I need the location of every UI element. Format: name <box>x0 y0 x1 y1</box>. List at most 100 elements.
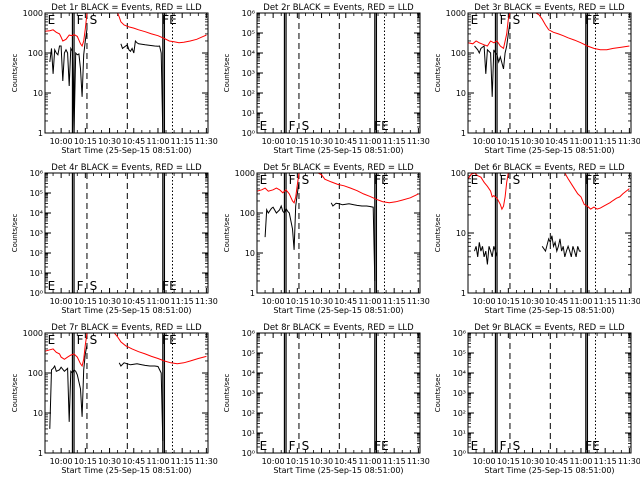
x-tick-label: 11:15 <box>171 137 194 146</box>
y-tick-label: 1 <box>250 289 255 298</box>
marker-label: E <box>260 173 268 187</box>
x-axis-label: Start Time (25-Sep-15 08:51:00) <box>273 146 403 155</box>
panel-title: Det 1r BLACK = Events, RED = LLD <box>51 3 202 13</box>
y-axis-label: Counts/sec <box>434 374 442 413</box>
y-tick-label: 10⁵ <box>242 349 255 358</box>
detector-panel: Det 7r BLACK = Events, RED = LLD 1 10 100 10… <box>11 323 218 475</box>
y-axis-label: Counts/sec <box>11 374 19 413</box>
panel-title: Det 4r BLACK = Events, RED = LLD <box>51 163 202 173</box>
y-axis-label: Counts/sec <box>223 214 231 253</box>
panel-title: Det 6r BLACK = Events, RED = LLD <box>474 163 625 173</box>
detector-panel: Det 5r BLACK = Events, RED = LLD 1 10 100 10… <box>223 163 430 315</box>
y-tick-label: 10⁶ <box>242 9 255 18</box>
marker-label: FE <box>585 13 599 27</box>
x-tick-label: 11:00 <box>569 137 592 146</box>
marker-label: FE <box>162 333 176 347</box>
marker-label: E <box>471 439 479 453</box>
y-tick-label: 10 <box>456 229 466 238</box>
panel-title: Det 5r BLACK = Events, RED = LLD <box>263 163 414 173</box>
panel-title: Det 7r BLACK = Events, RED = LLD <box>51 323 202 333</box>
y-tick-label: 10 <box>33 409 43 418</box>
x-tick-label: 10:45 <box>545 297 568 306</box>
detector-panel: Det 3r BLACK = Events, RED = LLD 1 10 100 10… <box>434 3 640 155</box>
x-tick-label: 11:15 <box>171 297 194 306</box>
plot-frame <box>44 332 209 454</box>
marker-label: E <box>48 279 56 293</box>
x-axis-label: Start Time (25-Sep-15 08:51:00) <box>273 466 403 475</box>
x-tick-label: 11:00 <box>569 297 592 306</box>
y-tick-label: 10⁶ <box>30 169 43 178</box>
x-tick-label: 10:00 <box>262 137 285 146</box>
x-tick-label: 11:30 <box>407 137 430 146</box>
x-tick-label: 10:45 <box>334 137 357 146</box>
x-tick-label: 10:00 <box>50 457 73 466</box>
x-tick-label: 11:30 <box>407 457 430 466</box>
y-tick-label: 100 <box>451 169 466 178</box>
x-axis-label: Start Time (25-Sep-15 08:51:00) <box>273 306 403 315</box>
plot-frame <box>467 172 632 294</box>
x-tick-label: 10:15 <box>286 297 309 306</box>
plot-frame <box>467 12 632 134</box>
y-tick-label: 10⁵ <box>453 349 466 358</box>
x-tick-label: 10:30 <box>310 457 333 466</box>
panel-title: Det 3r BLACK = Events, RED = LLD <box>474 3 625 13</box>
marker-label: FE <box>374 119 388 133</box>
y-tick-label: 10⁰ <box>242 449 255 458</box>
lld-series-line <box>256 172 419 204</box>
lld-series-line <box>44 12 207 48</box>
marker-label: FE <box>585 439 599 453</box>
x-tick-label: 11:00 <box>146 137 169 146</box>
marker-label: S <box>90 13 98 27</box>
events-series-line <box>49 344 164 442</box>
x-tick-label: 10:30 <box>521 137 544 146</box>
y-tick-label: 10⁰ <box>242 129 255 138</box>
marker-label: F <box>77 279 84 293</box>
y-tick-label: 1 <box>38 449 43 458</box>
y-tick-label: 100 <box>240 209 255 218</box>
y-axis-label: Counts/sec <box>434 54 442 93</box>
marker-label: E <box>48 13 56 27</box>
marker-label: F <box>289 439 296 453</box>
plot-frame <box>256 12 421 134</box>
y-tick-label: 1000 <box>235 169 255 178</box>
x-tick-label: 10:30 <box>98 137 121 146</box>
x-tick-label: 11:15 <box>383 137 406 146</box>
x-tick-label: 11:15 <box>383 457 406 466</box>
x-tick-label: 11:15 <box>594 137 617 146</box>
x-tick-label: 10:45 <box>334 457 357 466</box>
y-axis-label: Counts/sec <box>11 214 19 253</box>
x-tick-label: 10:45 <box>122 137 145 146</box>
detector-panel: Det 4r BLACK = Events, RED = LLD 10⁰ 10¹ 10… <box>11 163 218 315</box>
panel-title: Det 9r BLACK = Events, RED = LLD <box>474 323 625 333</box>
marker-label: FE <box>374 439 388 453</box>
marker-label: S <box>90 279 98 293</box>
plot-frame <box>44 172 209 294</box>
marker-label: S <box>302 119 310 133</box>
y-tick-label: 10⁴ <box>30 209 43 218</box>
y-tick-label: 100 <box>451 49 466 58</box>
y-tick-label: 1 <box>461 129 466 138</box>
events-series-line <box>474 21 511 97</box>
detector-panel: Det 9r BLACK = Events, RED = LLD 10⁰ 10¹ 10… <box>434 323 640 475</box>
marker-label: F <box>77 333 84 347</box>
y-axis-label: Counts/sec <box>223 54 231 93</box>
lld-series-line <box>467 12 630 51</box>
y-tick-label: 100 <box>28 49 43 58</box>
x-tick-label: 10:15 <box>497 297 520 306</box>
y-tick-label: 10 <box>456 89 466 98</box>
y-tick-label: 10³ <box>242 389 255 398</box>
plot-frame <box>256 172 421 294</box>
x-axis-label: Start Time (25-Sep-15 08:51:00) <box>61 466 191 475</box>
x-tick-label: 10:15 <box>497 457 520 466</box>
x-tick-label: 10:45 <box>334 297 357 306</box>
y-tick-label: 10² <box>30 249 43 258</box>
lld-series-line <box>44 332 207 368</box>
x-axis-label: Start Time (25-Sep-15 08:51:00) <box>484 306 614 315</box>
x-axis-label: Start Time (25-Sep-15 08:51:00) <box>484 466 614 475</box>
y-tick-label: 10⁰ <box>30 289 43 298</box>
marker-label: S <box>513 173 521 187</box>
x-tick-label: 11:30 <box>195 457 218 466</box>
marker-label: S <box>90 333 98 347</box>
x-axis-label: Start Time (25-Sep-15 08:51:00) <box>484 146 614 155</box>
x-tick-label: 10:30 <box>310 137 333 146</box>
